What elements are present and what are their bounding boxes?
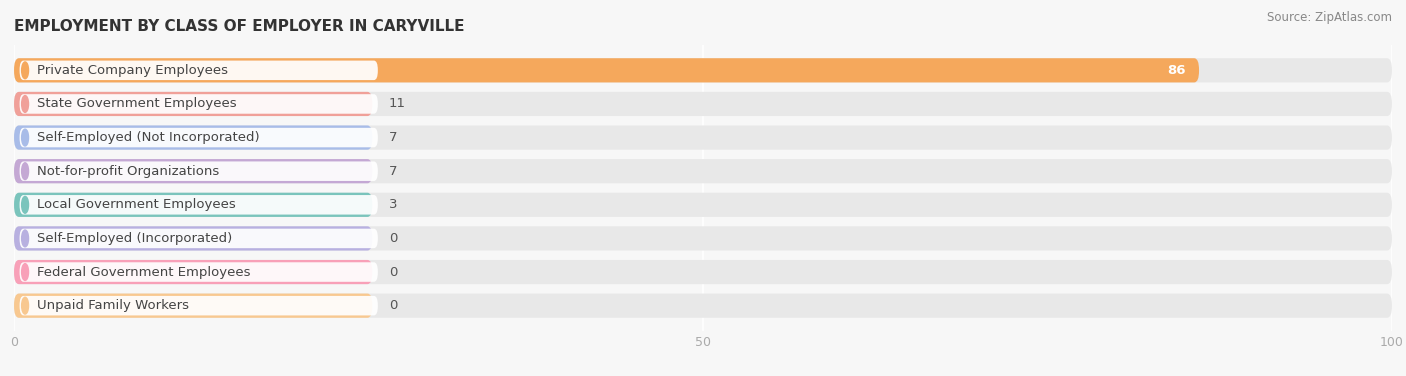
FancyBboxPatch shape <box>14 92 373 116</box>
FancyBboxPatch shape <box>14 226 373 250</box>
FancyBboxPatch shape <box>20 61 378 80</box>
Text: 11: 11 <box>389 97 406 111</box>
Circle shape <box>21 196 28 213</box>
FancyBboxPatch shape <box>14 126 373 150</box>
FancyBboxPatch shape <box>14 126 1392 150</box>
FancyBboxPatch shape <box>14 58 1199 82</box>
Text: EMPLOYMENT BY CLASS OF EMPLOYER IN CARYVILLE: EMPLOYMENT BY CLASS OF EMPLOYER IN CARYV… <box>14 19 464 34</box>
FancyBboxPatch shape <box>14 226 1392 250</box>
FancyBboxPatch shape <box>20 229 378 248</box>
Text: 7: 7 <box>389 131 398 144</box>
FancyBboxPatch shape <box>14 260 373 284</box>
Text: 0: 0 <box>389 299 398 312</box>
Text: Federal Government Employees: Federal Government Employees <box>37 265 250 279</box>
FancyBboxPatch shape <box>14 193 1392 217</box>
FancyBboxPatch shape <box>20 94 378 114</box>
FancyBboxPatch shape <box>14 260 1392 284</box>
Text: Source: ZipAtlas.com: Source: ZipAtlas.com <box>1267 11 1392 24</box>
Circle shape <box>21 96 28 112</box>
Circle shape <box>21 264 28 280</box>
FancyBboxPatch shape <box>14 92 1392 116</box>
FancyBboxPatch shape <box>20 161 378 181</box>
Circle shape <box>21 230 28 247</box>
FancyBboxPatch shape <box>20 262 378 282</box>
Circle shape <box>21 129 28 146</box>
Text: Not-for-profit Organizations: Not-for-profit Organizations <box>37 165 219 178</box>
FancyBboxPatch shape <box>14 58 1392 82</box>
Text: State Government Employees: State Government Employees <box>37 97 236 111</box>
FancyBboxPatch shape <box>14 294 373 318</box>
Text: 86: 86 <box>1167 64 1185 77</box>
FancyBboxPatch shape <box>20 195 378 215</box>
Text: 0: 0 <box>389 265 398 279</box>
Text: Self-Employed (Incorporated): Self-Employed (Incorporated) <box>37 232 232 245</box>
Text: Self-Employed (Not Incorporated): Self-Employed (Not Incorporated) <box>37 131 260 144</box>
FancyBboxPatch shape <box>14 193 373 217</box>
Circle shape <box>21 297 28 314</box>
FancyBboxPatch shape <box>20 128 378 147</box>
Circle shape <box>21 62 28 79</box>
Text: Unpaid Family Workers: Unpaid Family Workers <box>37 299 188 312</box>
FancyBboxPatch shape <box>14 294 1392 318</box>
FancyBboxPatch shape <box>20 296 378 315</box>
FancyBboxPatch shape <box>14 159 373 183</box>
FancyBboxPatch shape <box>14 159 1392 183</box>
Circle shape <box>21 163 28 180</box>
Text: 7: 7 <box>389 165 398 178</box>
Text: 3: 3 <box>389 198 398 211</box>
Text: Private Company Employees: Private Company Employees <box>37 64 228 77</box>
Text: Local Government Employees: Local Government Employees <box>37 198 236 211</box>
Text: 0: 0 <box>389 232 398 245</box>
